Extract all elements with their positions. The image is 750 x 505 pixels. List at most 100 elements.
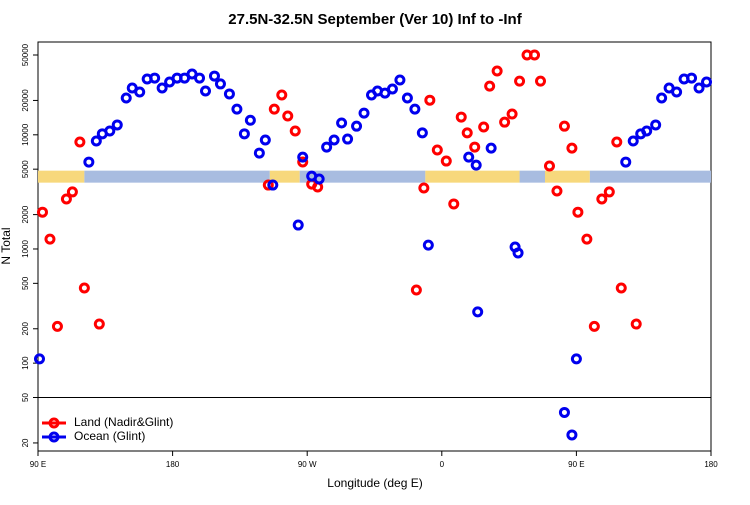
point: [478, 121, 490, 133]
point: [440, 155, 452, 167]
y-tick-label: 1000: [21, 240, 30, 258]
point: [156, 82, 168, 94]
point: [485, 142, 497, 154]
point: [44, 233, 56, 245]
point: [66, 186, 78, 198]
point: [469, 141, 481, 153]
y-tick-label: 200: [21, 322, 30, 336]
point: [410, 284, 422, 296]
point: [111, 119, 123, 131]
point: [342, 133, 354, 145]
y-tick-label: 5000: [21, 160, 30, 178]
point: [641, 125, 653, 137]
point: [499, 116, 511, 128]
point: [253, 147, 265, 159]
point: [506, 108, 518, 120]
point: [238, 128, 250, 140]
point: [214, 78, 226, 90]
point: [244, 114, 256, 126]
x-tick-label: 90 W: [298, 460, 317, 469]
point: [650, 119, 662, 131]
point: [321, 141, 333, 153]
point: [627, 135, 639, 147]
point: [461, 127, 473, 139]
point: [572, 206, 584, 218]
point: [358, 107, 370, 119]
point: [120, 92, 132, 104]
point: [409, 103, 421, 115]
point: [394, 74, 406, 86]
point: [104, 125, 116, 137]
point: [620, 156, 632, 168]
point: [558, 120, 570, 132]
point: [194, 72, 206, 84]
y-tick-label: 500: [21, 276, 30, 290]
point: [581, 233, 593, 245]
point: [292, 219, 304, 231]
point: [551, 185, 563, 197]
legend-marker: [48, 431, 60, 443]
point: [603, 186, 615, 198]
point: [231, 103, 243, 115]
point: [328, 134, 340, 146]
point: [588, 320, 600, 332]
point: [656, 92, 668, 104]
point: [596, 193, 608, 205]
point: [33, 353, 45, 365]
band-segment: [299, 170, 426, 183]
point: [268, 103, 280, 115]
point: [543, 160, 555, 172]
legend-label: Ocean (Glint): [74, 429, 145, 443]
point: [276, 89, 288, 101]
point: [671, 86, 683, 98]
point: [83, 156, 95, 168]
point: [422, 239, 434, 251]
point: [418, 182, 430, 194]
x-tick-label: 0: [440, 460, 445, 469]
band-segment: [269, 170, 300, 183]
point: [200, 85, 212, 97]
point: [401, 92, 413, 104]
x-tick-label: 90 E: [30, 460, 46, 469]
legend-marker: [48, 417, 60, 429]
band-segment: [84, 170, 270, 183]
point: [431, 144, 443, 156]
point: [512, 247, 524, 259]
point: [267, 179, 279, 191]
y-axis-label: N Total: [0, 227, 13, 264]
point: [416, 127, 428, 139]
point: [149, 72, 161, 84]
x-tick-label: 180: [166, 460, 180, 469]
point: [424, 94, 436, 106]
band-segment: [519, 170, 545, 183]
point: [535, 75, 547, 87]
plot-frame: [37, 41, 712, 452]
band-segment: [38, 170, 85, 183]
band-segment: [544, 170, 590, 183]
y-tick-label: 50000: [21, 43, 30, 66]
point: [93, 318, 105, 330]
point: [693, 82, 705, 94]
point: [558, 406, 570, 418]
x-axis-label: Longitude (deg E): [327, 476, 422, 490]
point: [386, 83, 398, 95]
point: [491, 65, 503, 77]
point: [566, 429, 578, 441]
y-tick-label: 20000: [21, 89, 30, 112]
point: [470, 159, 482, 171]
point: [570, 353, 582, 365]
point: [529, 49, 541, 61]
point: [615, 282, 627, 294]
point: [611, 136, 623, 148]
band-segment: [425, 170, 520, 183]
band-segment: [589, 170, 711, 183]
point: [472, 306, 484, 318]
point: [51, 320, 63, 332]
x-tick-label: 180: [704, 460, 718, 469]
point: [262, 179, 274, 191]
point: [686, 72, 698, 84]
point: [463, 151, 475, 163]
point: [78, 282, 90, 294]
point: [36, 206, 48, 218]
